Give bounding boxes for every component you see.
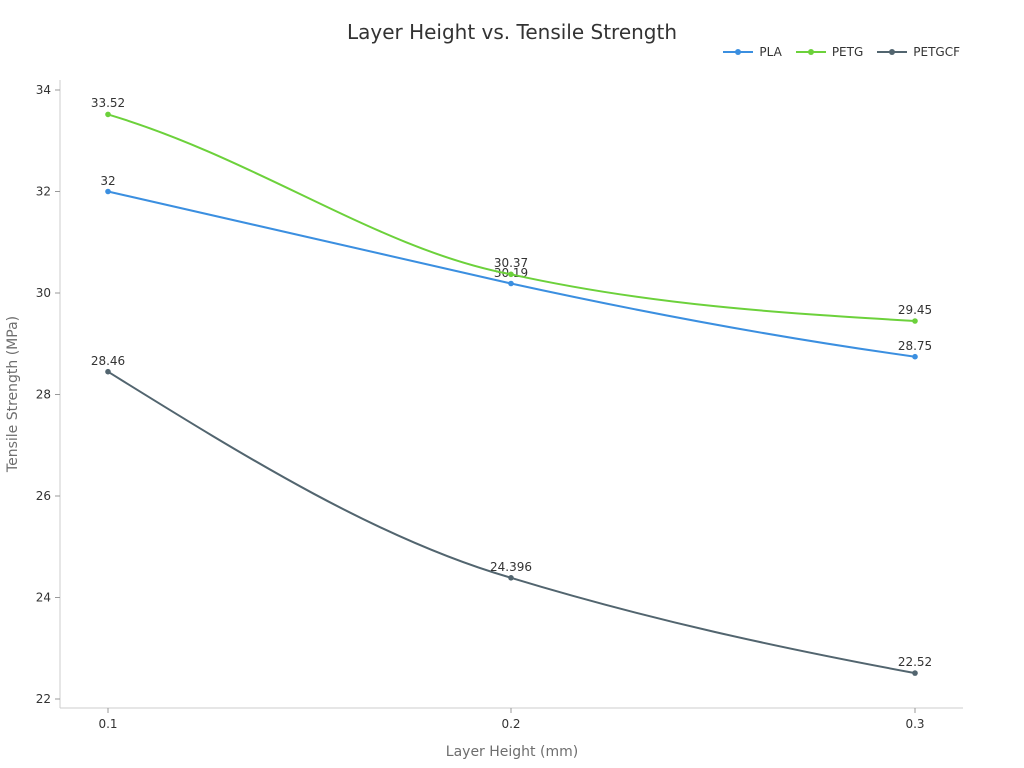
data-label: 28.46 (91, 354, 125, 368)
y-axis-ticks: 22 24 26 28 30 32 34 (36, 83, 60, 706)
data-point[interactable] (508, 280, 514, 287)
y-tick-label: 30 (36, 286, 51, 300)
data-label: 24.396 (490, 560, 532, 574)
line-marker-icon (723, 49, 754, 55)
legend-item-petgcf[interactable]: PETGCF (877, 45, 960, 59)
legend-item-pla[interactable]: PLA (723, 45, 782, 59)
data-point[interactable] (508, 575, 514, 581)
legend-label: PETG (831, 45, 864, 59)
y-tick-label: 24 (36, 591, 51, 605)
line-marker-icon (877, 49, 908, 55)
data-label: 29.45 (898, 303, 932, 317)
data-point[interactable] (912, 318, 918, 324)
legend-item-petg[interactable]: PETG (795, 45, 864, 59)
y-tick-label: 28 (36, 388, 51, 402)
data-label: 33.52 (91, 96, 125, 110)
legend: PLA PETG PETGCF (723, 45, 960, 59)
data-point[interactable] (105, 188, 111, 195)
series-petgcf: 28.46 24.396 22.52 (91, 354, 932, 676)
data-point[interactable] (912, 353, 918, 360)
legend-label: PLA (759, 45, 782, 59)
y-tick-label: 34 (36, 83, 51, 97)
x-tick-label: 0.1 (98, 717, 117, 731)
y-axis-label: Tensile Strength (MPa) (5, 316, 21, 473)
y-tick-label: 22 (36, 692, 51, 706)
line-marker-icon (795, 49, 826, 55)
data-point[interactable] (105, 368, 111, 375)
data-label: 30.37 (494, 256, 528, 270)
data-point[interactable] (105, 111, 111, 118)
legend-label: PETGCF (913, 45, 960, 59)
data-label: 32 (100, 174, 115, 188)
series-petg: 33.52 30.37 29.45 (91, 96, 932, 324)
data-point[interactable] (508, 271, 514, 278)
x-axis-ticks: 0.1 0.2 0.3 (98, 708, 925, 731)
data-label: 22.52 (898, 655, 932, 669)
chart-title: Layer Height vs. Tensile Strength (346, 20, 678, 44)
x-tick-label: 0.3 (905, 717, 924, 731)
data-point[interactable] (912, 670, 918, 676)
data-label: 28.75 (898, 339, 932, 353)
x-axis-label: Layer Height (mm) (446, 744, 578, 760)
y-tick-label: 32 (36, 185, 51, 199)
series-pla: 32 30.19 28.75 (100, 174, 932, 360)
y-tick-label: 26 (36, 489, 51, 503)
x-tick-label: 0.2 (501, 717, 520, 731)
